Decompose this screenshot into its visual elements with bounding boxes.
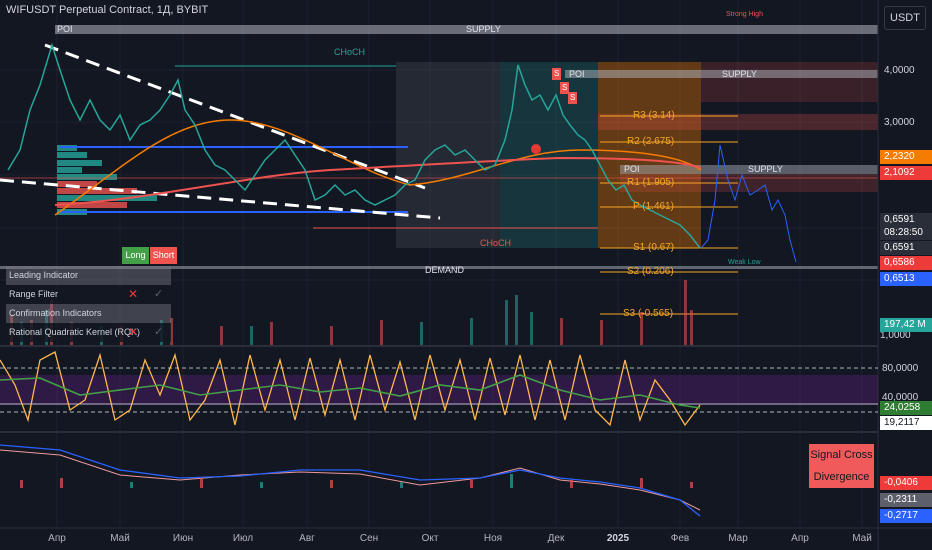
time-tick: Ноя xyxy=(483,533,503,544)
pivot-s1-label: S1 (0.67) xyxy=(633,242,675,253)
short-status-icon: ✓ xyxy=(154,288,164,300)
weak-low-label: Weak Low xyxy=(728,259,761,266)
time-tick: Июл xyxy=(232,533,254,544)
price-tag: 2,1092 xyxy=(880,166,932,180)
time-tick: Сен xyxy=(359,533,379,544)
indicator-name: Range Filter xyxy=(9,289,59,299)
price-tag: 0,6513 xyxy=(880,272,932,286)
price-tick: 4,0000 xyxy=(884,65,915,76)
sell-marker-label: S xyxy=(570,93,576,102)
time-tick: Апр xyxy=(48,533,66,544)
time-tick: Май xyxy=(852,533,872,544)
time-tick: Фев xyxy=(670,533,690,544)
panel-row-range-filter: Range Filter ✕ ✓ xyxy=(6,285,171,304)
poi-label: POI xyxy=(57,24,73,34)
time-tick: Май xyxy=(110,533,130,544)
symbol-title[interactable]: WIFUSDT Perpetual Contract, 1Д, BYBIT xyxy=(6,4,209,16)
macd-tag: -0,2311 xyxy=(880,493,932,507)
pivot-p-label: P (1.461) xyxy=(633,201,674,212)
pivot-r3-label: R3 (3.14) xyxy=(633,110,675,121)
section-title: Confirmation Indicators xyxy=(9,308,102,318)
pivot-s2-label: S2 (0.206) xyxy=(627,266,674,277)
long-status-icon: ✕ xyxy=(128,325,139,339)
sell-marker-label: S xyxy=(554,69,560,78)
time-tick: Авг xyxy=(299,533,315,544)
time-tick: Июн xyxy=(172,533,194,544)
sell-marker-label: S xyxy=(562,83,568,92)
indicator-panel: Long Short Leading Indicator Range Filte… xyxy=(6,247,177,342)
time-tick: Дек xyxy=(547,533,565,544)
pivot-r2-label: R2 (2.675) xyxy=(627,136,675,147)
pivot-s3-label: S3 (-0.565) xyxy=(623,308,674,319)
pivot-r1-label: R1 (1.905) xyxy=(627,177,675,188)
time-tick: 2025 xyxy=(606,533,630,544)
short-status-icon: ✓ xyxy=(154,326,164,338)
currency-button[interactable]: USDT xyxy=(884,6,926,30)
panel-row-rqk: Rational Quadratic Kernel (RQK) ✕ ✓ xyxy=(6,323,171,342)
signal-line-2: Divergence xyxy=(813,471,870,483)
time-tick: Мар xyxy=(728,533,748,544)
macd-tag: -0,0406 xyxy=(880,476,932,490)
price-tick: 1,0000 xyxy=(880,330,911,341)
poi-label: POI xyxy=(569,69,585,79)
price-tick: 80,0000 xyxy=(882,363,919,374)
volume-tag: 197,42 M xyxy=(880,318,932,332)
long-column-label: Long xyxy=(122,247,149,264)
signal-line-1: Signal Cross xyxy=(810,449,873,461)
price-tick: 40,0000 xyxy=(882,392,919,403)
time-tick: Окт xyxy=(421,533,439,544)
demand-label: DEMAND xyxy=(425,265,465,275)
time-tick: Апр xyxy=(791,533,809,544)
choch-label: CHoCH xyxy=(480,238,512,248)
stoch-tag: 24,0258 xyxy=(880,401,932,415)
long-status-icon: ✕ xyxy=(128,287,139,301)
sell-marker xyxy=(552,68,561,80)
sell-marker xyxy=(560,82,569,94)
short-column-label: Short xyxy=(150,247,177,264)
panel-header: Long Short xyxy=(6,247,177,266)
stoch-tag: 19,2117 xyxy=(880,416,932,430)
price-tag: 2,2320 xyxy=(880,150,932,164)
panel-section-confirmation: Confirmation Indicators xyxy=(6,304,171,323)
strong-high-label: Strong High xyxy=(726,11,763,18)
section-title: Leading Indicator xyxy=(9,270,79,280)
price-tag: 0,6586 xyxy=(880,256,932,270)
choch-label: CHoCH xyxy=(334,47,366,57)
price-tag: 0,6591 xyxy=(880,241,932,255)
price-tag: 0,6591 xyxy=(880,213,932,227)
panel-section-leading: Leading Indicator xyxy=(6,266,171,285)
poi-label: POI xyxy=(624,164,640,174)
supply-label: SUPPLY xyxy=(748,164,783,174)
supply-label: SUPPLY xyxy=(466,24,501,34)
signal-cross-box: Signal Cross Divergence xyxy=(809,444,874,488)
sell-marker xyxy=(568,92,577,104)
macd-tag: -0,2717 xyxy=(880,509,932,523)
signal-dot xyxy=(531,144,541,154)
supply-label: SUPPLY xyxy=(722,69,757,79)
countdown-tag: 08:28:50 xyxy=(880,226,932,240)
indicator-name: Rational Quadratic Kernel (RQK) xyxy=(9,327,141,337)
price-tick: 3,0000 xyxy=(884,117,915,128)
